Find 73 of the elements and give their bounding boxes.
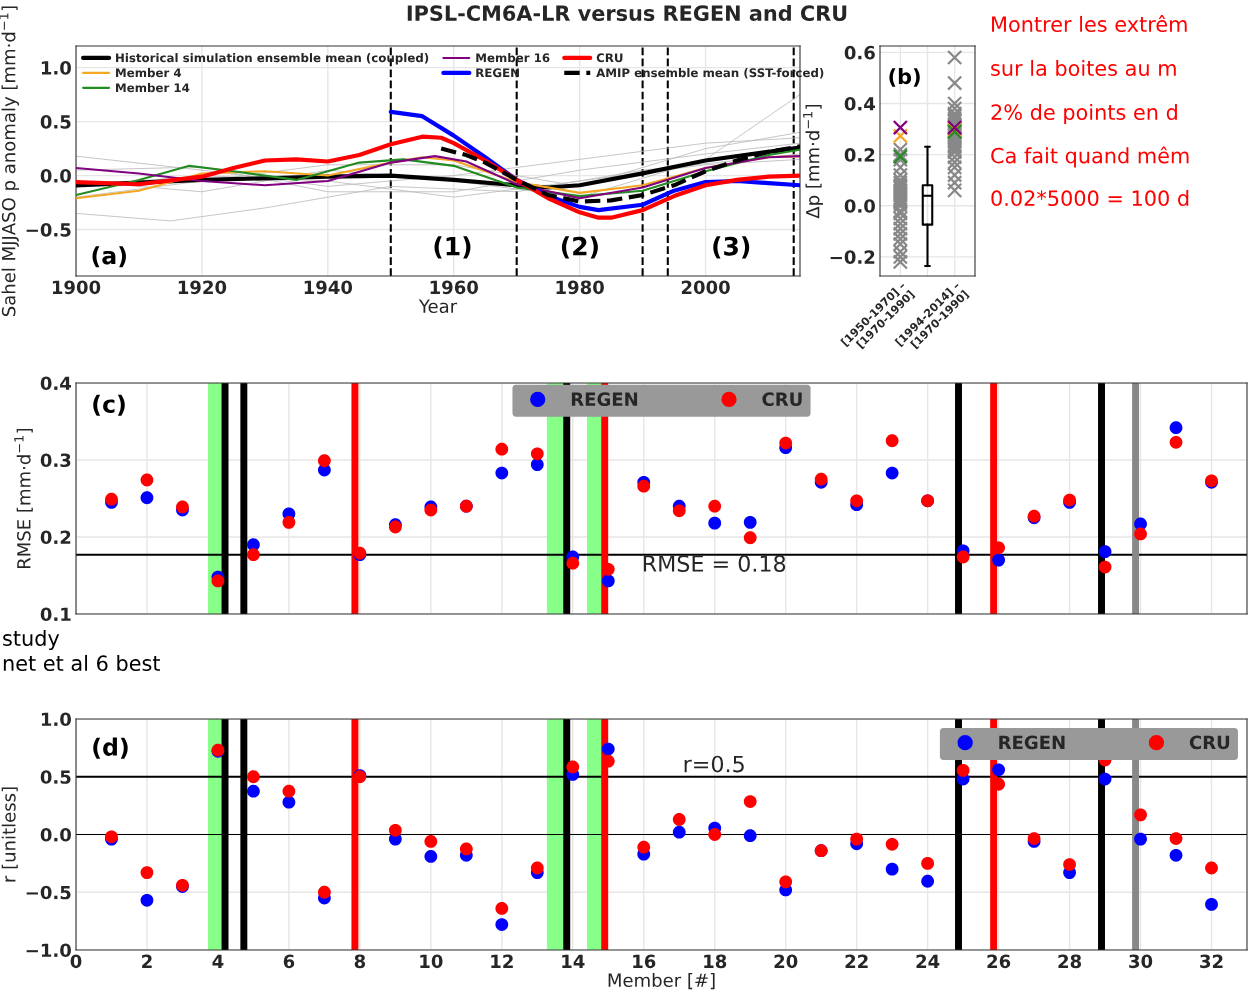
y-tick-label: −0.2 — [830, 250, 875, 264]
legend-label: Member 16 — [476, 53, 550, 63]
y-tick-label: 0.5 — [40, 770, 71, 784]
y-tick-label: 1.0 — [41, 61, 71, 75]
x-tick-label: 1960 — [430, 280, 478, 295]
x-tick-label: 16 — [633, 954, 656, 969]
x-tick-label: 4 — [212, 954, 224, 968]
legend-label: Historical simulation ensemble mean (coupled) — [116, 53, 429, 65]
y-tick-label: −0.5 — [26, 223, 71, 237]
y-tick-label: −0.5 — [26, 885, 71, 900]
y-axis-title: RMSE [mm·d$^{−1}$] — [14, 428, 33, 569]
x-tick-label: 22 — [845, 954, 868, 968]
text: Montrer les extrêm — [992, 15, 1187, 33]
x-tick-label: 1920 — [178, 280, 227, 295]
legend-label: CRU — [762, 392, 802, 406]
y-tick-label: 1.0 — [41, 712, 71, 727]
y-axis-title: Δp [mm·d$^{−1}$] — [803, 104, 823, 219]
x-axis-title: Member [#] — [608, 973, 715, 990]
x-tick-label: 24 — [916, 954, 940, 968]
legend-label: Member 14 — [116, 83, 190, 93]
legend-label: CRU — [596, 53, 623, 63]
y-tick-label: 0.0 — [40, 169, 71, 183]
x-tick-label: 30 — [1129, 954, 1153, 969]
ref-line-label: r=0.5 — [684, 755, 744, 773]
y-tick-label: 0.2 — [844, 148, 875, 162]
legend-label: REGEN — [999, 735, 1065, 750]
x-tick-label: 0 — [70, 954, 82, 969]
x-tick-label: 12 — [491, 954, 513, 968]
annotation: (1) — [434, 236, 471, 259]
y-tick-label: 0.2 — [40, 530, 71, 545]
x-tick-label: 2000 — [681, 280, 730, 295]
annotation: (3) — [713, 236, 750, 259]
y-tick-label: −1.0 — [26, 943, 71, 958]
y-tick-label: 0.0 — [40, 827, 71, 842]
text: net et al 6 best — [3, 654, 161, 672]
x-tick-label: 6 — [283, 954, 295, 969]
x-axis-title: Year — [418, 299, 458, 314]
y-tick-label: 0.1 — [40, 607, 71, 622]
x-tick-label: 1900 — [52, 280, 101, 295]
y-tick-label: 0.4 — [844, 96, 876, 111]
legend-label: Member 4 — [116, 68, 182, 78]
annotation: (d) — [93, 737, 128, 759]
legend-label: CRU — [1189, 735, 1230, 750]
y-tick-label: 0.0 — [844, 199, 875, 213]
legend-label: REGEN — [571, 392, 638, 406]
x-tick-label: 14 — [562, 954, 585, 968]
y-axis-title: r [unitless] — [1, 787, 18, 882]
text: study — [3, 629, 60, 651]
x-tick-label: 1940 — [304, 280, 353, 295]
x-tick-label: 18 — [704, 954, 727, 969]
y-tick-label: 0.4 — [40, 376, 71, 391]
x-tick-label: 8 — [354, 954, 366, 969]
text: sur la boites au m — [991, 59, 1176, 77]
text: Ca fait quand mêm — [991, 146, 1189, 168]
annotation: (b) — [889, 68, 920, 87]
x-tick-label: 1980 — [556, 280, 604, 295]
x-tick-label: 32 — [1200, 954, 1223, 969]
text: 0.02*5000 = 100 d — [991, 189, 1189, 207]
annotation: (c) — [93, 394, 125, 416]
y-tick-label: 0.6 — [844, 45, 875, 60]
x-tick-label: 28 — [1058, 954, 1082, 969]
y-tick-label: 0.3 — [40, 453, 71, 468]
y-tick-label: 0.5 — [40, 115, 71, 129]
chart-title: IPSL-CM6A-LR versus REGEN and CRU — [407, 4, 847, 22]
x-tick-label: 26 — [987, 954, 1011, 969]
annotation: (a) — [92, 246, 126, 268]
annotation: (2) — [561, 236, 598, 259]
x-tick-label: 20 — [774, 954, 798, 969]
text: 2% de points en d — [991, 103, 1177, 125]
x-tick-label: 10 — [420, 954, 443, 969]
x-tick-label: 2 — [142, 954, 152, 968]
ref-line-label: RMSE = 0.18 — [643, 555, 786, 572]
y-axis-title: Sahel MJJASO p anomaly [mm·d$^{−1}$] — [0, 6, 19, 317]
